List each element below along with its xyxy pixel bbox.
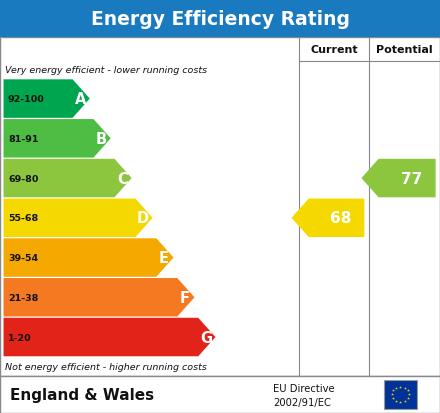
Text: EU Directive: EU Directive bbox=[273, 383, 334, 393]
Text: 68: 68 bbox=[330, 211, 352, 226]
Polygon shape bbox=[4, 318, 216, 356]
Text: Energy Efficiency Rating: Energy Efficiency Rating bbox=[91, 9, 349, 28]
Polygon shape bbox=[4, 159, 132, 198]
Text: B: B bbox=[95, 131, 107, 147]
Bar bbox=[0, 376, 440, 413]
Bar bbox=[0, 0, 440, 38]
Text: Not energy efficient - higher running costs: Not energy efficient - higher running co… bbox=[5, 363, 207, 372]
Text: 1-20: 1-20 bbox=[8, 333, 32, 342]
Text: 92-100: 92-100 bbox=[8, 95, 45, 104]
Polygon shape bbox=[361, 159, 436, 198]
Bar bbox=[384, 380, 417, 409]
Text: 2002/91/EC: 2002/91/EC bbox=[273, 397, 331, 407]
Text: 55-68: 55-68 bbox=[8, 214, 38, 223]
Text: D: D bbox=[137, 211, 149, 226]
Text: C: C bbox=[117, 171, 128, 186]
Text: Very energy efficient - lower running costs: Very energy efficient - lower running co… bbox=[5, 66, 207, 75]
Text: 81-91: 81-91 bbox=[8, 135, 38, 143]
Polygon shape bbox=[292, 199, 364, 237]
Text: Potential: Potential bbox=[376, 45, 433, 55]
Text: 39-54: 39-54 bbox=[8, 254, 38, 262]
Text: 69-80: 69-80 bbox=[8, 174, 38, 183]
Polygon shape bbox=[4, 239, 173, 277]
Text: G: G bbox=[200, 330, 212, 345]
Polygon shape bbox=[4, 120, 111, 158]
Text: England & Wales: England & Wales bbox=[10, 387, 154, 402]
Polygon shape bbox=[4, 199, 153, 237]
Text: E: E bbox=[159, 250, 169, 266]
Text: 21-38: 21-38 bbox=[8, 293, 38, 302]
Polygon shape bbox=[4, 278, 194, 317]
Text: F: F bbox=[180, 290, 190, 305]
Polygon shape bbox=[4, 80, 90, 119]
Text: 77: 77 bbox=[401, 171, 422, 186]
Bar bbox=[0, 38, 440, 376]
Text: Current: Current bbox=[310, 45, 358, 55]
Text: A: A bbox=[75, 92, 86, 107]
